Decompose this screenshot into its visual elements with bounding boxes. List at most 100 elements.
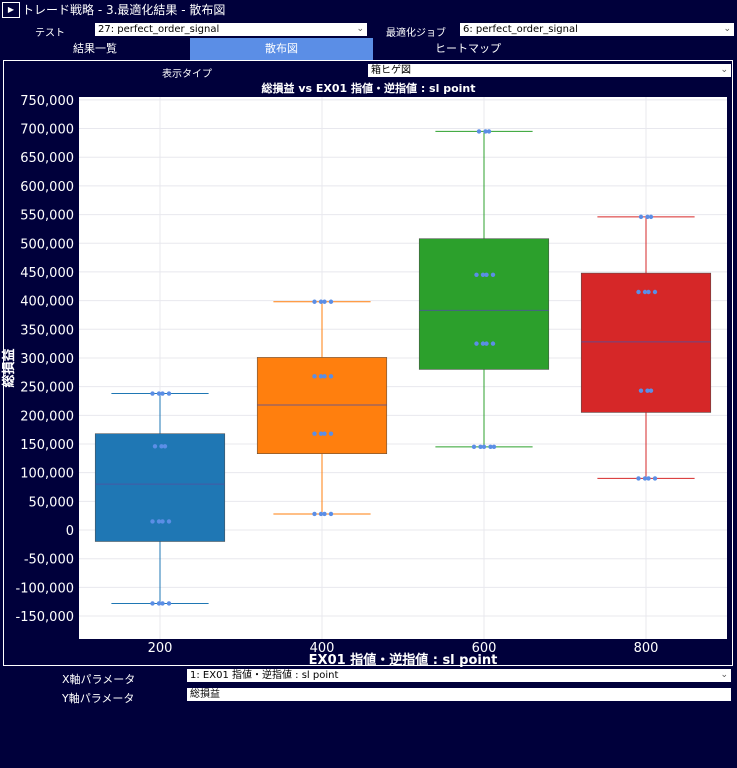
data-point bbox=[481, 444, 487, 450]
data-point bbox=[322, 511, 327, 517]
data-point bbox=[318, 374, 324, 379]
data-point bbox=[156, 519, 162, 524]
data-point bbox=[474, 272, 479, 277]
data-point bbox=[150, 519, 155, 524]
data-point bbox=[312, 511, 317, 517]
data-point bbox=[312, 374, 317, 379]
chevron-down-icon: ⌄ bbox=[356, 24, 364, 34]
data-point bbox=[312, 299, 317, 304]
box-body bbox=[94, 433, 226, 542]
data-point bbox=[484, 272, 489, 277]
data-point bbox=[638, 388, 644, 393]
box-600 bbox=[418, 129, 550, 450]
tab-scatter[interactable]: 散布図 bbox=[190, 38, 373, 60]
test-select[interactable]: 27: perfect_order_signal ⌄ bbox=[95, 23, 367, 36]
box-400 bbox=[256, 299, 388, 517]
data-point bbox=[318, 511, 324, 517]
data-point bbox=[648, 388, 654, 393]
data-point bbox=[642, 476, 648, 481]
data-point bbox=[322, 431, 327, 436]
y-tick-label: 550,000 bbox=[20, 209, 74, 224]
data-point bbox=[328, 299, 334, 304]
data-point bbox=[474, 341, 479, 346]
job-select-value: 6: perfect_order_signal bbox=[463, 24, 578, 35]
data-point bbox=[156, 601, 162, 606]
x-tick-label: 200 bbox=[148, 641, 173, 656]
data-point bbox=[166, 391, 172, 396]
data-point bbox=[160, 391, 165, 396]
y-param-select[interactable]: 総損益 bbox=[187, 688, 731, 701]
data-point bbox=[636, 476, 641, 481]
tab-bar: 結果一覧 散布図 ヒートマップ bbox=[0, 38, 737, 60]
data-point bbox=[166, 601, 172, 606]
boxes bbox=[94, 129, 712, 606]
job-label: 最適化ジョブ bbox=[386, 28, 446, 39]
y-tick-label: 400,000 bbox=[20, 295, 74, 310]
x-axis: 200 400 600 800 bbox=[148, 641, 659, 656]
x-param-select[interactable]: 1: EX01 指値・逆指値 : sl point ⌄ bbox=[187, 669, 731, 682]
data-point bbox=[490, 341, 496, 346]
data-point bbox=[150, 601, 155, 606]
data-point bbox=[160, 519, 165, 524]
data-point bbox=[160, 601, 165, 606]
data-point bbox=[636, 289, 641, 295]
y-tick-label: 600,000 bbox=[20, 180, 74, 195]
data-point bbox=[486, 129, 492, 134]
y-tick-label: 0 bbox=[66, 524, 74, 539]
y-tick-label: 50,000 bbox=[29, 495, 75, 510]
y-tick-label: 650,000 bbox=[20, 151, 74, 166]
data-point bbox=[480, 272, 486, 277]
y-tick-label: -100,000 bbox=[16, 581, 74, 596]
data-point bbox=[491, 444, 497, 450]
display-type-select[interactable]: 箱ヒゲ図 ⌄ bbox=[368, 64, 731, 77]
data-point bbox=[648, 214, 654, 220]
test-label: テスト bbox=[35, 28, 65, 39]
data-point bbox=[312, 431, 317, 436]
y-tick-label: 250,000 bbox=[20, 381, 74, 396]
data-point bbox=[645, 388, 650, 393]
data-point bbox=[646, 289, 651, 295]
data-point bbox=[156, 391, 162, 396]
data-point bbox=[642, 289, 648, 295]
y-tick-label: 500,000 bbox=[20, 237, 74, 252]
tab-heatmap[interactable]: ヒートマップ bbox=[435, 42, 501, 55]
test-select-value: 27: perfect_order_signal bbox=[98, 24, 220, 35]
window-title: トレード戦略 - 3.最適化結果 - 散布図 bbox=[22, 3, 226, 17]
data-point bbox=[490, 272, 496, 277]
play-icon[interactable]: ▶ bbox=[2, 2, 20, 18]
y-tick-label: 150,000 bbox=[20, 438, 74, 453]
y-param-value: 総損益 bbox=[190, 689, 220, 700]
y-axis: 750,000 700,000 650,000 600,000 550,000 500,0… bbox=[16, 94, 74, 625]
data-point bbox=[478, 444, 483, 450]
y-tick-label: 350,000 bbox=[20, 323, 74, 338]
chevron-down-icon: ⌄ bbox=[723, 24, 731, 34]
y-tick-label: -50,000 bbox=[24, 553, 74, 568]
box-body bbox=[256, 357, 388, 454]
y-tick-label: -150,000 bbox=[16, 610, 74, 625]
data-point bbox=[483, 129, 488, 134]
y-tick-label: 450,000 bbox=[20, 266, 74, 281]
data-point bbox=[322, 374, 327, 379]
box-body bbox=[418, 238, 550, 370]
x-param-label: X軸パラメータ bbox=[62, 673, 136, 686]
x-tick-label: 600 bbox=[472, 641, 497, 656]
x-tick-label: 800 bbox=[634, 641, 659, 656]
tab-results-list[interactable]: 結果一覧 bbox=[73, 42, 117, 55]
display-type-value: 箱ヒゲ図 bbox=[371, 65, 411, 76]
y-tick-label: 100,000 bbox=[20, 467, 74, 482]
y-axis-label: 総損益 bbox=[1, 348, 17, 387]
data-point bbox=[480, 341, 486, 346]
data-point bbox=[476, 129, 482, 134]
chart-panel bbox=[3, 60, 733, 666]
data-point bbox=[328, 431, 334, 436]
data-point bbox=[152, 444, 158, 449]
y-param-label: Y軸パラメータ bbox=[62, 692, 135, 705]
y-tick-label: 300,000 bbox=[20, 352, 74, 367]
x-tick-label: 400 bbox=[310, 641, 335, 656]
job-select[interactable]: 6: perfect_order_signal ⌄ bbox=[460, 23, 734, 36]
data-point bbox=[638, 214, 644, 220]
chevron-down-icon: ⌄ bbox=[720, 65, 728, 75]
data-point bbox=[652, 289, 658, 295]
y-tick-label: 750,000 bbox=[20, 94, 74, 109]
